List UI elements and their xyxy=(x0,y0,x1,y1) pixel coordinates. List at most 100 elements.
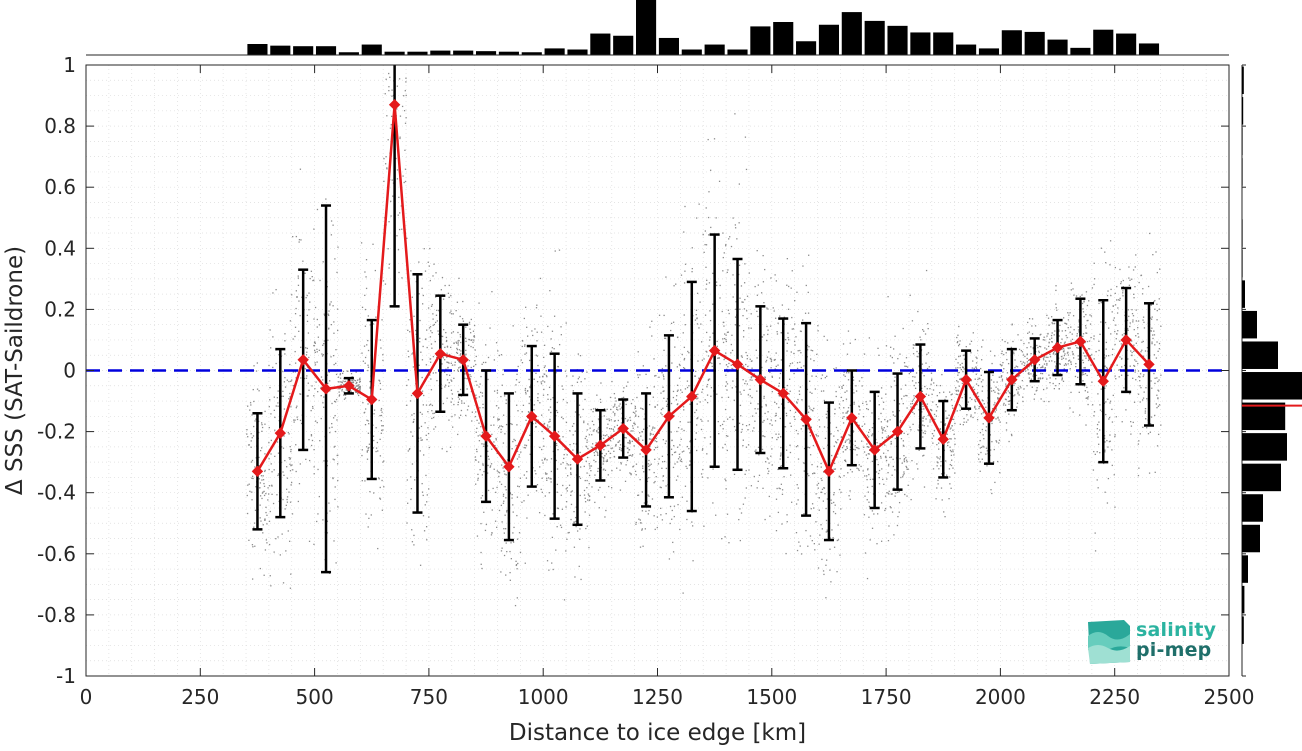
scatter-point xyxy=(888,464,889,465)
scatter-point xyxy=(1119,341,1120,342)
scatter-point xyxy=(614,413,615,414)
scatter-point xyxy=(694,375,695,376)
scatter-point xyxy=(884,419,885,420)
scatter-point xyxy=(796,503,797,504)
scatter-point xyxy=(779,377,780,378)
scatter-point xyxy=(1148,433,1149,434)
scatter-point xyxy=(1066,323,1067,324)
scatter-point xyxy=(544,458,545,459)
scatter-point xyxy=(1052,341,1053,342)
scatter-point xyxy=(980,368,981,369)
scatter-point xyxy=(1029,377,1030,378)
scatter-point xyxy=(607,459,608,460)
scatter-point xyxy=(991,390,992,391)
scatter-point xyxy=(391,89,392,90)
scatter-point xyxy=(1004,341,1005,342)
scatter-point xyxy=(587,526,588,527)
scatter-point xyxy=(960,410,961,411)
scatter-point xyxy=(847,472,848,473)
scatter-point xyxy=(1036,387,1037,388)
scatter-point xyxy=(876,543,877,544)
scatter-point xyxy=(640,519,641,520)
scatter-point xyxy=(333,321,334,322)
scatter-point xyxy=(336,272,337,273)
scatter-point xyxy=(961,369,962,370)
scatter-point xyxy=(698,204,699,205)
scatter-point xyxy=(481,564,482,565)
scatter-point xyxy=(435,322,436,323)
scatter-point xyxy=(811,409,812,410)
scatter-point xyxy=(626,404,627,405)
scatter-point xyxy=(702,449,703,450)
scatter-point xyxy=(639,374,640,375)
scatter-point xyxy=(627,442,628,443)
scatter-point xyxy=(785,426,786,427)
scatter-point xyxy=(699,301,700,302)
scatter-point xyxy=(792,270,793,271)
scatter-point xyxy=(891,475,892,476)
scatter-point xyxy=(295,308,296,309)
scatter-point xyxy=(426,329,427,330)
scatter-point xyxy=(954,472,955,473)
scatter-point xyxy=(712,502,713,503)
scatter-point xyxy=(451,402,452,403)
scatter-point xyxy=(288,398,289,399)
scatter-point xyxy=(981,375,982,376)
scatter-point xyxy=(432,275,433,276)
scatter-point xyxy=(1134,402,1135,403)
scatter-point xyxy=(313,318,314,319)
scatter-point xyxy=(268,365,269,366)
scatter-point xyxy=(725,409,726,410)
scatter-point xyxy=(695,319,696,320)
scatter-point xyxy=(288,491,289,492)
scatter-point xyxy=(540,316,541,317)
scatter-point xyxy=(742,379,743,380)
scatter-point xyxy=(643,471,644,472)
scatter-point xyxy=(999,377,1000,378)
scatter-point xyxy=(615,400,616,401)
scatter-point xyxy=(767,468,768,469)
scatter-point xyxy=(755,449,756,450)
scatter-point xyxy=(931,410,932,411)
scatter-point xyxy=(517,410,518,411)
scatter-point xyxy=(709,345,710,346)
scatter-point xyxy=(1135,335,1136,336)
scatter-point xyxy=(788,402,789,403)
scatter-point xyxy=(821,480,822,481)
scatter-point xyxy=(931,373,932,374)
scatter-point xyxy=(605,510,606,511)
scatter-point xyxy=(833,511,834,512)
scatter-point xyxy=(1036,390,1037,391)
scatter-point xyxy=(725,244,726,245)
scatter-point xyxy=(598,432,599,433)
scatter-point xyxy=(881,387,882,388)
scatter-point xyxy=(1070,368,1071,369)
scatter-point xyxy=(429,248,430,249)
scatter-point xyxy=(292,236,293,237)
scatter-point xyxy=(735,227,736,228)
scatter-point xyxy=(502,467,503,468)
scatter-point xyxy=(490,465,491,466)
scatter-point xyxy=(497,392,498,393)
scatter-point xyxy=(789,365,790,366)
scatter-point xyxy=(335,431,336,432)
scatter-point xyxy=(369,387,370,388)
scatter-point xyxy=(842,418,843,419)
scatter-point xyxy=(709,336,710,337)
scatter-point xyxy=(606,453,607,454)
scatter-point xyxy=(1040,398,1041,399)
scatter-point xyxy=(566,539,567,540)
scatter-point xyxy=(882,429,883,430)
scatter-point xyxy=(680,389,681,390)
scatter-point xyxy=(869,400,870,401)
scatter-point xyxy=(587,499,588,500)
scatter-point xyxy=(823,390,824,391)
scatter-point xyxy=(980,461,981,462)
scatter-point xyxy=(1013,395,1014,396)
scatter-point xyxy=(512,504,513,505)
scatter-point xyxy=(957,335,958,336)
scatter-point xyxy=(1095,454,1096,455)
scatter-point xyxy=(680,421,681,422)
scatter-point xyxy=(951,455,952,456)
scatter-point xyxy=(464,378,465,379)
